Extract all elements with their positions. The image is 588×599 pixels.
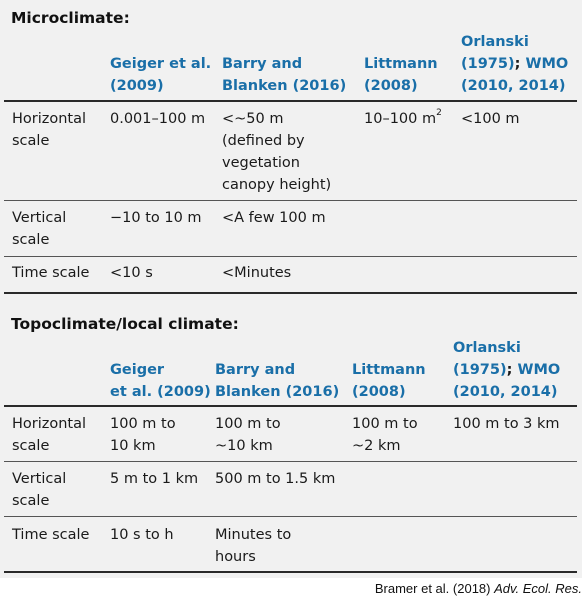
topo-horizontal-barry: 100 m to ~10 km: [215, 416, 281, 454]
micro-horizontal-orlanski: <100 m: [461, 111, 520, 127]
topo-row-divider: [4, 461, 577, 462]
micro-vertical-geiger: −10 to 10 m: [110, 210, 202, 226]
topo-header-orlanski: Orlanski (1975); WMO (2010, 2014): [453, 340, 561, 400]
micro-header-littmann: Littmann (2008): [364, 56, 438, 94]
micro-time-barry: <Minutes: [222, 265, 292, 281]
micro-time-geiger: <10 s: [110, 265, 153, 281]
topo-vertical-geiger: 5 m to 1 km: [110, 471, 199, 487]
micro-row-divider: [4, 256, 577, 257]
topo-time-barry: Minutes to hours: [215, 527, 292, 565]
micro-bottom-rule: [4, 292, 577, 294]
micro-header-rule: [4, 100, 577, 102]
topoclimate-section-title: Topoclimate/local climate:: [11, 315, 239, 333]
topo-bottom-rule: [4, 571, 577, 573]
micro-header-geiger: Geiger et al. (2009): [110, 56, 212, 94]
microclimate-section-title: Microclimate:: [11, 9, 130, 27]
micro-vertical-barry: <A few 100 m: [222, 210, 326, 226]
topo-header-barry: Barry and Blanken (2016): [215, 362, 340, 400]
micro-row-divider: [4, 200, 577, 201]
micro-row-horizontal-label: Horizontal scale: [12, 111, 87, 149]
topo-horizontal-orlanski: 100 m to 3 km: [453, 416, 560, 432]
topo-row-time-label: Time scale: [12, 527, 90, 543]
topo-horizontal-geiger: 100 m to 10 km: [110, 416, 176, 454]
topo-vertical-barry: 500 m to 1.5 km: [215, 471, 336, 487]
topo-header-geiger: Geiger et al. (2009): [110, 362, 211, 400]
micro-horizontal-barry: <~50 m (defined by vegetation canopy hei…: [222, 111, 332, 193]
micro-row-time-label: Time scale: [12, 265, 90, 281]
topo-horizontal-littmann: 100 m to ~2 km: [352, 416, 418, 454]
micro-row-vertical-label: Vertical scale: [12, 210, 67, 248]
micro-horizontal-geiger: 0.001–100 m: [110, 111, 206, 127]
micro-header-barry: Barry and Blanken (2016): [222, 56, 347, 94]
topo-row-vertical-label: Vertical scale: [12, 471, 67, 509]
table-panel: Microclimate: Geiger et al. (2009) Barry…: [0, 0, 582, 578]
topo-header-littmann: Littmann (2008): [352, 362, 426, 400]
source-credit: Bramer et al. (2018) Adv. Ecol. Res.: [374, 581, 582, 596]
topo-row-horizontal-label: Horizontal scale: [12, 416, 87, 454]
micro-header-orlanski: Orlanski (1975); WMO (2010, 2014): [461, 34, 569, 94]
topo-header-rule: [4, 405, 577, 407]
topo-row-divider: [4, 516, 577, 517]
micro-horizontal-littmann: 10–100 m2: [364, 108, 442, 127]
topo-time-geiger: 10 s to h: [110, 527, 174, 543]
